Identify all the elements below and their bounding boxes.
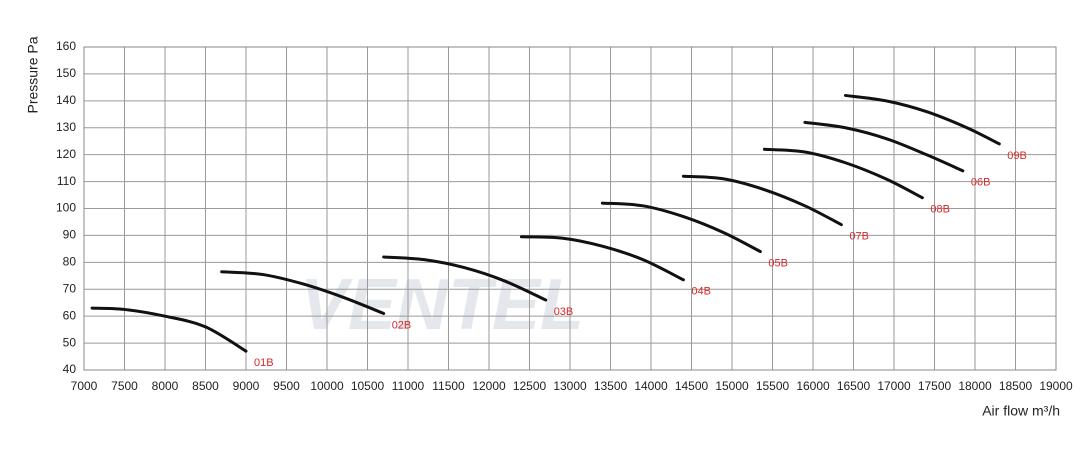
x-tick-label: 8000	[152, 379, 179, 393]
x-tick-label: 16000	[796, 379, 830, 393]
x-tick-label: 13500	[594, 379, 628, 393]
x-tick-label: 18500	[999, 379, 1033, 393]
curve-label: 03B	[554, 306, 574, 318]
x-axis-label: Air flow m³/h	[982, 403, 1060, 419]
curve	[600, 201, 762, 254]
curve	[843, 93, 1001, 146]
y-tick-label: 80	[63, 255, 77, 269]
x-tick-label: 10000	[310, 379, 344, 393]
y-tick-label: 40	[63, 362, 77, 376]
curve-label: 08B	[930, 204, 950, 216]
curve	[803, 120, 965, 173]
curve-label: 07B	[849, 231, 869, 243]
x-tick-label: 8500	[192, 379, 219, 393]
curve-label: 01B	[254, 357, 274, 369]
x-tick-label: 9000	[233, 379, 260, 393]
x-tick-label: 16500	[837, 379, 871, 393]
y-tick-label: 110	[57, 174, 76, 188]
y-tick-label: 60	[63, 308, 77, 322]
y-tick-label: 120	[56, 147, 76, 161]
watermark: VENTEL	[300, 265, 584, 345]
y-tick-label: 90	[63, 228, 77, 242]
x-tick-label: 13000	[553, 379, 587, 393]
x-tick-label: 11000	[392, 379, 425, 393]
curve	[90, 306, 248, 353]
curve-label: 05B	[768, 257, 788, 269]
x-tick-label: 15500	[756, 379, 790, 393]
x-tick-label: 19000	[1039, 379, 1073, 393]
x-tick-label: 7500	[111, 379, 138, 393]
curve-label: 02B	[392, 319, 412, 331]
curve	[519, 235, 685, 282]
curve	[681, 174, 843, 227]
plot-border	[83, 46, 1057, 371]
x-tick-label: 12500	[513, 379, 547, 393]
y-tick-label: 130	[56, 120, 76, 134]
x-tick-label: 14000	[634, 379, 668, 393]
curve	[382, 255, 548, 302]
x-tick-label: 17000	[877, 379, 911, 393]
x-tick-label: 12000	[472, 379, 506, 393]
y-tick-label: 100	[56, 201, 76, 215]
y-tick-label: 50	[63, 335, 77, 349]
curve-label: 04B	[691, 286, 711, 298]
x-tick-label: 10500	[351, 379, 385, 393]
x-tick-label: 11500	[432, 379, 465, 393]
curve-label: 06B	[971, 177, 991, 189]
y-axis-label: Pressure Pa	[25, 36, 41, 113]
y-tick-label: 70	[63, 281, 77, 295]
x-tick-label: 7000	[71, 379, 98, 393]
curve	[762, 147, 924, 200]
x-tick-label: 9500	[273, 379, 300, 393]
x-tick-label: 14500	[675, 379, 709, 393]
curve-label: 09B	[1007, 150, 1027, 162]
x-tick-label: 15000	[715, 379, 749, 393]
curve	[220, 270, 386, 315]
y-tick-label: 140	[56, 93, 76, 107]
y-tick-label: 150	[56, 66, 76, 80]
x-tick-label: 17500	[918, 379, 952, 393]
x-tick-label: 18000	[958, 379, 992, 393]
y-tick-label: 160	[56, 39, 76, 53]
